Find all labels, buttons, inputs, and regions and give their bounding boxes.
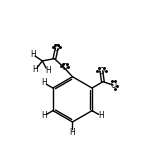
Text: H: H <box>70 128 75 137</box>
Text: O: O <box>54 44 60 53</box>
Text: H: H <box>41 111 47 120</box>
Text: O: O <box>61 63 67 72</box>
Text: H: H <box>45 66 51 75</box>
Text: H: H <box>98 111 104 120</box>
Text: O: O <box>98 67 104 76</box>
Text: H: H <box>30 50 36 59</box>
Text: O: O <box>110 80 116 90</box>
Text: H: H <box>41 78 47 87</box>
Text: H: H <box>32 66 38 74</box>
